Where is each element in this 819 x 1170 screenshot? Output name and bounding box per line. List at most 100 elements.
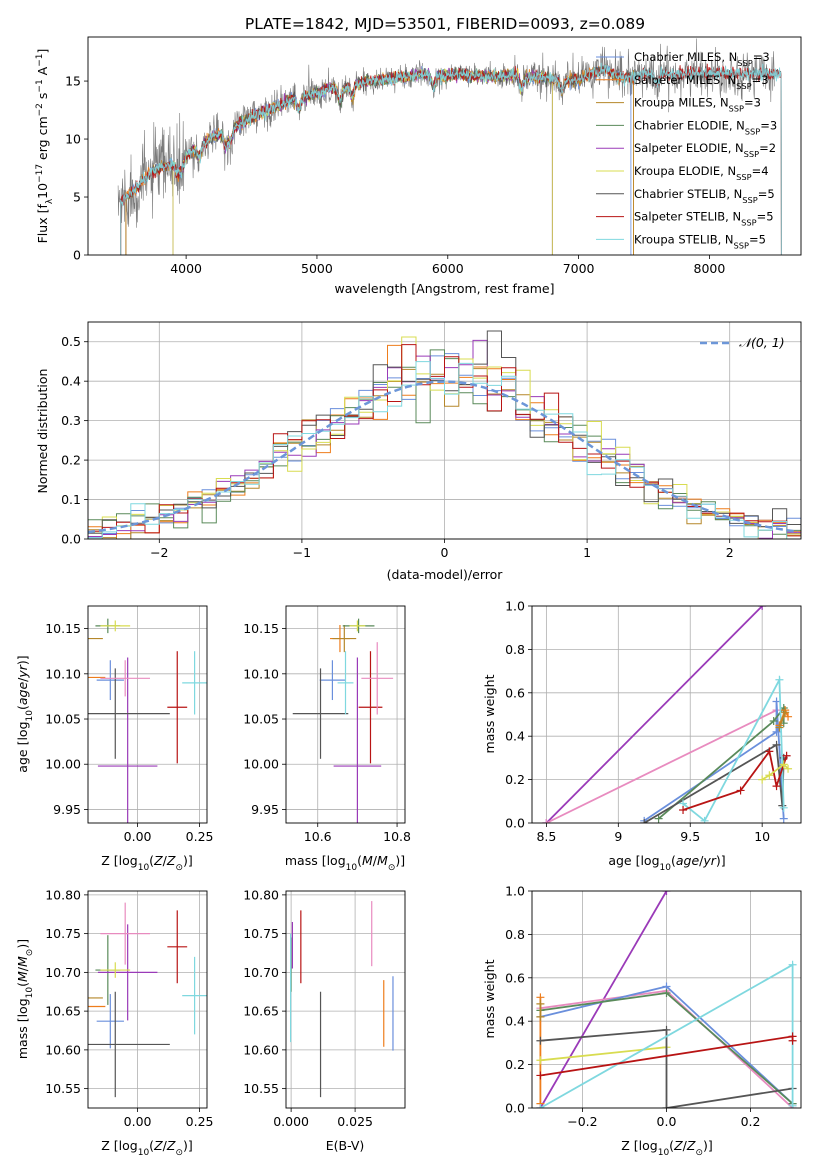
errorbar-salpeter-stelib	[358, 651, 383, 764]
y-tick-label: 0.2	[505, 772, 525, 787]
model-line-chabrier-elodie	[172, 67, 553, 255]
legend: 𝒩(0, 1)	[700, 335, 785, 350]
errorbar-salpeter-stelib	[167, 910, 188, 984]
y-tick-label: 0.0	[61, 532, 81, 547]
weight-marker	[772, 697, 781, 706]
weight-line	[658, 705, 785, 820]
chart-mass-vs-Z: 0.00 0.25 10.55 10.60 10.65 10.70 10.75 10.80	[45, 887, 213, 1129]
errorbar-chabrier-stelib	[292, 668, 349, 759]
y-tick-label: 5	[73, 190, 81, 205]
x-tick-label: 2	[726, 545, 734, 560]
chart-weight-vs-age: 8.5 9 9.5 10 0.0 0.2 0.4 0.6 0.8 1.0	[505, 599, 802, 844]
y-tick-label: 10	[65, 132, 81, 147]
y-tick-label: 0.6	[505, 970, 525, 985]
legend: Chabrier MILES, NSSP=3 Salpeter MILES, NS…	[596, 50, 777, 250]
y-tick-label: 10.00	[243, 757, 279, 772]
plot-area-weight-vs-Z	[536, 891, 797, 1108]
y-tick-label: 0.1	[61, 492, 81, 507]
weight-series-salpeter-stelib	[536, 1032, 797, 1080]
axes-frame	[531, 605, 802, 824]
errorbar-kroupa-stelib	[182, 956, 207, 1035]
x-tick-label: 0.000	[273, 1114, 309, 1129]
model-line-salpeter-elodie	[172, 66, 553, 255]
errorbar-salpeter-miles	[88, 676, 106, 679]
errorbar-salpeter-elodie	[97, 924, 158, 1021]
y-tick-label: 0.4	[505, 729, 525, 744]
x-tick-label: 0.00	[124, 1114, 152, 1129]
spectrum-data-line	[117, 38, 775, 228]
errorbar-chabrier-stelib	[88, 991, 170, 1098]
weight-marker	[679, 805, 688, 814]
weight-marker	[536, 999, 545, 1008]
x-axis-label: Z [log10(Z/Z⊙)]	[621, 1138, 713, 1158]
weight-marker	[758, 775, 767, 784]
y-axis-label: mass [log10(M/M⊙)]	[15, 939, 35, 1059]
legend-label: Chabrier STELIB, NSSP=5	[634, 187, 775, 205]
y-tick-label: 10.55	[45, 1081, 81, 1096]
x-tick-label: 5000	[301, 261, 333, 276]
chart-mass-vs-ebv: 0.000 0.025 10.55 10.60 10.65 10.70 10.75 10.80	[243, 887, 406, 1129]
weight-marker	[536, 1071, 545, 1080]
x-tick-label: 8.5	[536, 829, 556, 844]
y-tick-label: 10.65	[243, 1004, 279, 1019]
weight-series-kroupa-miles	[536, 999, 545, 1021]
model-line-salpeter-stelib	[120, 63, 782, 255]
weight-marker	[779, 803, 788, 812]
plot-area-weight-vs-age	[542, 606, 793, 823]
weight-marker	[778, 801, 787, 810]
y-tick-label: 0.8	[505, 927, 525, 942]
y-axis-label: Normed distribution	[35, 369, 50, 494]
weight-marker	[662, 988, 671, 997]
errorbar-chabrier-stelib	[88, 668, 170, 759]
y-tick-label: 0.2	[505, 1057, 525, 1072]
y-tick-label: 10.80	[243, 887, 279, 902]
x-tick-label: −2	[150, 545, 168, 560]
weight-series-kroupa-miles	[775, 708, 790, 732]
y-tick-label: 0.0	[505, 1101, 525, 1116]
x-tick-label: −1	[293, 545, 311, 560]
y-tick-label: 10.05	[243, 712, 279, 727]
weight-marker	[765, 747, 774, 756]
y-tick-label: 10.80	[45, 887, 81, 902]
y-tick-label: 10.05	[45, 712, 81, 727]
y-tick-label: 10.60	[243, 1042, 279, 1057]
x-axis-label: mass [log10(M/M⊙)]	[285, 853, 405, 873]
y-tick-label: 10.70	[243, 965, 279, 980]
weight-marker	[662, 891, 671, 895]
weight-series-salpeter-stelib	[679, 747, 791, 814]
y-tick-label: 0.4	[61, 374, 81, 389]
axes-frame	[87, 605, 208, 824]
weight-marker	[779, 814, 788, 823]
x-tick-label: 10.8	[383, 829, 411, 844]
errorbar-kroupa-elodie	[100, 962, 131, 978]
weight-marker	[536, 1104, 545, 1108]
weight-marker	[772, 782, 781, 791]
plot-area-mass-vs-Z	[88, 902, 207, 1098]
weight-marker	[542, 819, 551, 823]
y-tick-label: 0.5	[61, 334, 81, 349]
x-tick-label: 9.5	[680, 829, 700, 844]
plot-area-age-vs-Z	[88, 618, 207, 823]
x-axis-label: wavelength [Angstrom, rest frame]	[334, 281, 554, 296]
x-tick-label: 7000	[563, 261, 595, 276]
y-tick-label: 15	[65, 74, 81, 89]
errorbar-chabrier-miles	[319, 660, 346, 701]
legend-label: Kroupa STELIB, NSSP=5	[634, 232, 766, 250]
legend-label: Chabrier ELODIE, NSSP=3	[634, 118, 777, 136]
weight-marker	[662, 1104, 671, 1108]
x-tick-label: −0.2	[567, 1114, 597, 1129]
errorbar-pink	[361, 642, 394, 715]
weight-marker	[775, 723, 784, 732]
chart-age-vs-mass: 10.6 10.8 9.95 10.00 10.05 10.10 10.15	[243, 605, 411, 844]
x-tick-label: 0.2	[741, 1114, 761, 1129]
model-line-kroupa-stelib	[120, 62, 782, 255]
y-tick-label: 10.10	[243, 666, 279, 681]
axes-frame	[531, 890, 802, 1109]
weight-marker	[784, 764, 793, 773]
x-tick-label: 0.0	[657, 1114, 677, 1129]
weight-line	[761, 763, 789, 781]
axes-frame	[87, 36, 802, 256]
normal-curve	[88, 380, 799, 534]
weight-marker	[781, 708, 790, 717]
